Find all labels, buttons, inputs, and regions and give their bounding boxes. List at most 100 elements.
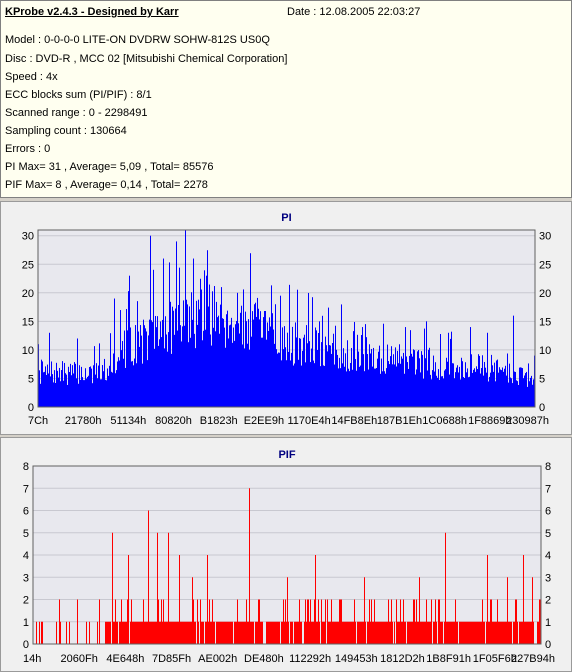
bar	[259, 319, 260, 407]
bar	[453, 363, 454, 407]
bar	[51, 361, 52, 407]
y-tick-label-right: 1	[545, 617, 551, 629]
bar	[142, 621, 143, 644]
bar	[343, 621, 344, 644]
bar	[68, 366, 69, 407]
bar	[239, 333, 240, 407]
bar	[503, 621, 504, 644]
bar	[459, 366, 460, 407]
bar	[48, 373, 49, 407]
bar	[304, 334, 305, 407]
bar	[115, 373, 116, 407]
bar	[455, 599, 456, 644]
bar	[367, 354, 368, 407]
bar	[396, 366, 397, 407]
bar	[420, 621, 421, 644]
bar	[375, 621, 376, 644]
bar	[523, 555, 524, 644]
bar	[81, 366, 82, 407]
bar	[165, 621, 166, 644]
bar	[93, 365, 94, 407]
bar	[357, 334, 358, 407]
bar	[440, 334, 441, 407]
bar	[322, 315, 323, 407]
bar	[147, 360, 148, 407]
bar	[123, 621, 124, 644]
bar	[358, 351, 359, 407]
bar	[328, 621, 329, 644]
bar	[67, 384, 68, 407]
bar	[69, 371, 70, 407]
bar	[283, 599, 284, 644]
bar	[284, 326, 285, 407]
bar	[297, 621, 298, 644]
bar	[238, 323, 239, 407]
bar	[490, 599, 491, 644]
bar	[486, 621, 487, 644]
bar	[370, 353, 371, 407]
bar	[368, 369, 369, 407]
bar	[461, 621, 462, 644]
bar	[227, 621, 228, 644]
bar	[154, 348, 155, 407]
bar	[395, 347, 396, 407]
bar	[77, 599, 78, 644]
bar	[469, 376, 470, 407]
bar	[219, 621, 220, 644]
x-tick-label: 1170E4h	[287, 415, 330, 427]
bar	[79, 365, 80, 407]
bar	[348, 368, 349, 407]
bar	[188, 621, 189, 644]
bar	[382, 621, 383, 644]
bar	[480, 373, 481, 407]
bar	[374, 599, 375, 644]
bar	[274, 343, 275, 407]
bar	[433, 355, 434, 407]
bar	[271, 621, 272, 644]
bar	[113, 353, 114, 407]
bar	[206, 621, 207, 644]
bar	[65, 373, 66, 407]
bar	[146, 621, 147, 644]
bar	[117, 621, 118, 644]
bar	[436, 621, 437, 644]
bar	[206, 275, 207, 407]
bar	[85, 368, 86, 407]
bar	[296, 337, 297, 407]
bar	[168, 532, 169, 644]
bar	[392, 621, 393, 644]
bar	[438, 599, 439, 644]
x-tick-label: 80820h	[155, 415, 192, 427]
bar	[126, 308, 127, 407]
bar	[427, 621, 428, 644]
bar	[429, 621, 430, 644]
bar	[404, 621, 405, 644]
bar	[144, 325, 145, 407]
bar	[175, 621, 176, 644]
x-tick-label: 1B8F91h	[426, 653, 471, 665]
chart-title: PI	[281, 212, 291, 224]
bar	[296, 621, 297, 644]
bar	[517, 621, 518, 644]
bar	[211, 345, 212, 407]
bar	[391, 346, 392, 407]
bar	[84, 380, 85, 407]
bar	[47, 364, 48, 407]
bar	[142, 363, 143, 407]
bar	[285, 599, 286, 644]
bar	[203, 621, 204, 644]
bar	[510, 377, 511, 407]
bar	[533, 379, 534, 407]
bar	[342, 621, 343, 644]
bar	[109, 365, 110, 407]
x-tick-label: 187B1Eh	[377, 415, 422, 427]
bar	[177, 621, 178, 644]
bar	[166, 621, 167, 644]
bar	[440, 621, 441, 644]
bar	[208, 306, 209, 407]
bar	[502, 621, 503, 644]
bar	[433, 621, 434, 644]
bar	[52, 374, 53, 407]
bar	[460, 621, 461, 644]
bar	[386, 621, 387, 644]
